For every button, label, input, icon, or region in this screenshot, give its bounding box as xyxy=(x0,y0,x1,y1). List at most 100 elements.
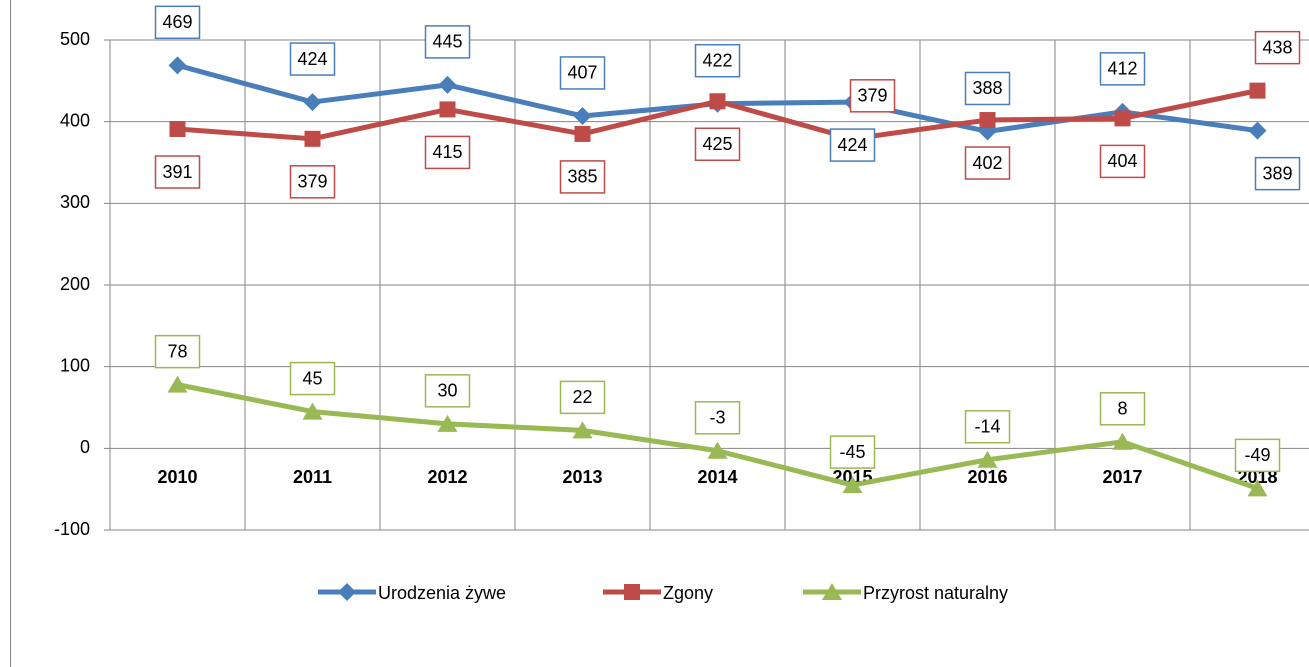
data-label-box xyxy=(694,43,741,78)
data-label: 8 xyxy=(1117,399,1127,419)
data-label: 404 xyxy=(1107,151,1137,171)
data-label-box xyxy=(1099,144,1146,179)
data-label: -14 xyxy=(974,417,1000,437)
marker xyxy=(977,450,998,468)
data-label-box xyxy=(1254,156,1301,191)
y-tick-label: 500 xyxy=(60,29,90,49)
data-label: 389 xyxy=(1262,163,1292,183)
data-label-box xyxy=(424,374,471,408)
data-label-box xyxy=(964,71,1011,106)
data-label: 391 xyxy=(162,162,192,182)
marker xyxy=(624,584,640,600)
y-tick-label: 100 xyxy=(60,355,90,375)
data-label-box xyxy=(1254,30,1301,65)
data-label: 412 xyxy=(1107,59,1137,79)
data-label: 78 xyxy=(167,341,187,361)
y-tick-label: 400 xyxy=(60,110,90,130)
data-label: 424 xyxy=(297,49,327,69)
x-tick-label: 2017 xyxy=(1102,467,1142,487)
marker xyxy=(338,583,356,601)
x-tick-label: 2014 xyxy=(697,467,737,487)
marker xyxy=(842,476,863,494)
data-label: 379 xyxy=(857,86,887,106)
data-label-box xyxy=(849,79,896,113)
legend-item: Urodzenia żywe xyxy=(318,583,506,603)
marker xyxy=(572,421,593,439)
marker xyxy=(573,106,592,125)
data-label: -3 xyxy=(709,408,725,428)
data-label-box xyxy=(154,334,201,369)
data-label: 407 xyxy=(567,63,597,83)
data-label-box xyxy=(829,435,876,469)
y-tick-label: 0 xyxy=(80,437,90,457)
data-label: 22 xyxy=(572,387,592,407)
marker xyxy=(302,402,323,420)
data-label-box xyxy=(424,135,471,170)
y-tick-label: 300 xyxy=(60,192,90,212)
x-tick-label: 2016 xyxy=(967,467,1007,487)
x-tick-label: 2011 xyxy=(293,467,332,487)
data-label: 402 xyxy=(972,153,1002,173)
marker xyxy=(304,130,321,147)
data-label-box xyxy=(154,5,201,40)
data-label-box xyxy=(1099,52,1146,86)
data-label: 424 xyxy=(837,135,867,155)
marker xyxy=(707,441,728,459)
data-label-box xyxy=(289,361,336,396)
data-label-box xyxy=(1099,392,1146,426)
data-label-box xyxy=(289,165,336,199)
data-label: 469 xyxy=(162,12,192,32)
data-label: 45 xyxy=(302,368,322,388)
marker xyxy=(437,414,458,432)
data-label: 425 xyxy=(702,134,732,154)
marker xyxy=(303,93,322,112)
data-label: 438 xyxy=(1262,37,1292,57)
data-label-box xyxy=(424,25,471,59)
x-tick-label: 2010 xyxy=(157,467,197,487)
marker xyxy=(574,125,591,142)
data-label: 422 xyxy=(702,50,732,70)
data-label-box xyxy=(559,56,606,90)
legend-item: Przyrost naturalny xyxy=(803,583,1008,603)
marker xyxy=(168,56,187,75)
data-label-box xyxy=(694,127,741,161)
marker xyxy=(709,93,726,110)
data-label-box xyxy=(289,42,336,76)
legend-label: Zgony xyxy=(663,583,713,603)
marker xyxy=(979,112,996,129)
data-label-box xyxy=(1234,438,1281,473)
data-label: 445 xyxy=(432,32,462,52)
x-tick-label: 2012 xyxy=(427,467,467,487)
marker xyxy=(822,583,842,600)
data-label-box xyxy=(829,128,876,162)
y-tick-label: 200 xyxy=(60,274,90,294)
marker xyxy=(1247,479,1268,497)
data-label-box xyxy=(559,160,606,194)
marker xyxy=(169,121,186,138)
data-label-box xyxy=(559,380,606,415)
data-label-box xyxy=(964,146,1011,180)
legend-item: Zgony xyxy=(603,583,713,603)
data-label: 385 xyxy=(567,167,597,187)
chart-border xyxy=(10,0,11,667)
data-label: 379 xyxy=(297,172,327,192)
data-label: -45 xyxy=(839,442,865,462)
x-tick-label: 2013 xyxy=(562,467,602,487)
legend-label: Przyrost naturalny xyxy=(863,583,1008,603)
marker xyxy=(438,75,457,94)
data-label: -49 xyxy=(1244,445,1270,465)
legend-label: Urodzenia żywe xyxy=(378,583,506,603)
marker xyxy=(1249,82,1266,99)
marker xyxy=(439,101,456,118)
marker xyxy=(1114,110,1131,127)
marker xyxy=(1248,121,1267,140)
marker xyxy=(1112,432,1133,450)
data-label: 415 xyxy=(432,142,462,162)
marker xyxy=(167,375,188,393)
data-label: 30 xyxy=(437,381,457,401)
data-label-box xyxy=(154,155,201,189)
data-label: 388 xyxy=(972,78,1002,98)
data-label-box xyxy=(694,401,741,435)
y-tick-label: -100 xyxy=(54,519,90,539)
